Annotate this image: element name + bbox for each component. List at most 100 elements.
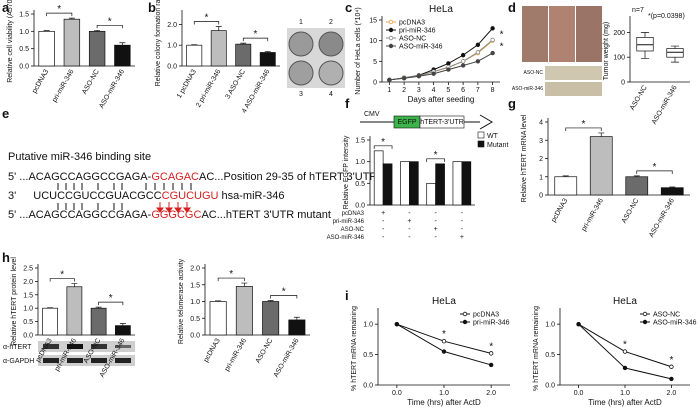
significance-bracket <box>242 37 269 42</box>
condition-sign: - <box>461 210 464 217</box>
y-tick-label: 0.5 <box>19 46 29 53</box>
band <box>67 344 83 349</box>
bar <box>66 286 83 336</box>
bar <box>42 307 58 336</box>
point <box>460 59 466 64</box>
point <box>475 50 481 55</box>
y-tick-label: 0.5 <box>545 352 555 359</box>
condition-name: ASO-miR-346 <box>327 235 365 241</box>
y-axis-label: Relative telomerase activity <box>178 258 185 344</box>
significance-bracket <box>49 278 75 282</box>
panel-letter: d <box>508 0 516 15</box>
legend-label: WT <box>487 133 499 140</box>
legend-label: pri-miR-346 <box>399 28 436 35</box>
end: 3' <box>8 190 16 202</box>
legend-swatch <box>477 131 485 139</box>
bar <box>288 319 306 336</box>
panel-letter: e <box>2 106 9 121</box>
y-tick-label: 2.0 <box>23 279 33 286</box>
significance-mark: * <box>60 270 64 281</box>
point <box>622 365 628 371</box>
error-bar <box>119 42 126 46</box>
significance-mark: * <box>108 16 112 27</box>
whisker-bottom <box>640 51 650 59</box>
bar <box>426 182 436 206</box>
x-axis-label: Time (hrs) after ActD <box>588 398 662 407</box>
panel-letter: f <box>345 96 350 111</box>
x-tick-label: ASO-NC <box>81 69 101 96</box>
error-bar <box>293 316 300 320</box>
blot-strip <box>38 341 135 352</box>
y-tick-label: 0 <box>539 193 543 200</box>
y-axis-label: Relative hTERT mRNA level <box>521 114 528 202</box>
x-tick-label: ASO-miR-346 <box>98 68 126 109</box>
point <box>576 321 581 327</box>
vector-arrow <box>479 114 493 130</box>
y-axis-label: Relative colony formation rate <box>155 0 162 86</box>
legend-marker <box>388 19 394 25</box>
point <box>446 67 451 72</box>
x-tick-label: 1 <box>387 87 391 94</box>
legend-label: pcDNA3 <box>473 312 499 319</box>
sequence-panel: e Putative miR-346 binding site 5' ...AC… <box>2 106 377 221</box>
utr-box <box>419 115 465 129</box>
y-tick-label: 1.0 <box>23 306 33 313</box>
band <box>115 345 131 348</box>
significance-mark: * <box>442 329 446 340</box>
pairing-marks <box>57 183 192 210</box>
point <box>490 37 495 43</box>
condition-sign: + <box>434 226 438 233</box>
y-tick-label: 1.5 <box>19 12 29 19</box>
condition-name: ASO-NC <box>341 227 365 233</box>
x-tick-label: 0.0 <box>392 390 402 397</box>
point <box>488 351 494 356</box>
series-line <box>389 52 493 81</box>
sequence-row: 3' UCUCCGUCCGUACGCCCGUCUGU hsa-miR-346 <box>8 190 285 202</box>
bar <box>461 161 472 206</box>
condition-sign: - <box>382 234 385 241</box>
error-bar <box>215 26 222 31</box>
y-tick-label: 1.0 <box>545 322 555 329</box>
significance-mark: * <box>669 355 673 366</box>
significance-mark: * <box>381 137 385 148</box>
point <box>669 376 674 382</box>
x-tick-label: 1 pcDNA3 <box>176 68 198 99</box>
legend-label: pcDNA3 <box>399 20 425 27</box>
dish-label: 2 <box>329 19 333 26</box>
chart-title: HeLa <box>432 296 456 307</box>
seq: UCUCCGUCCGUACGCC <box>33 190 161 202</box>
x-tick-label: 0.0 <box>574 390 584 397</box>
bar <box>88 30 106 67</box>
dish <box>318 31 344 57</box>
x-tick-label: pri-miR-346 <box>581 197 605 232</box>
x-axis-label: Days after seeding <box>408 95 475 104</box>
condition-sign: - <box>408 210 411 217</box>
dish-label: 4 <box>329 91 333 98</box>
y-tick-label: 0.5 <box>190 316 200 323</box>
bar <box>400 161 410 206</box>
legend-marker <box>388 43 394 49</box>
x-tick-label: 2 <box>402 87 406 94</box>
x-tick-label: 2.0 <box>486 390 496 397</box>
promoter-label: CMV <box>364 111 380 118</box>
legend-marker <box>462 311 468 317</box>
mutation-arrows <box>156 202 191 213</box>
significance-bracket <box>96 24 123 29</box>
point <box>460 63 466 68</box>
point <box>416 74 422 79</box>
significance-mark: * <box>282 286 286 297</box>
y-axis-label: Number of HeLa cells (*10⁴) <box>355 7 362 94</box>
y-tick-label: 3 <box>539 138 543 145</box>
legend-marker <box>388 27 394 33</box>
whisker-top <box>640 32 650 38</box>
photo <box>549 6 575 62</box>
significance-bracket <box>270 295 298 299</box>
legend-marker <box>388 35 394 41</box>
y-axis-label: % hTERT mRNA remaining <box>533 306 540 391</box>
error-bar <box>267 300 274 302</box>
condition-sign: - <box>461 226 464 233</box>
y-tick-label: 0.5 <box>363 352 373 359</box>
significance-bracket <box>426 158 445 162</box>
panel-letter: i <box>345 288 349 303</box>
construct-diagram: CMV EGFP hTERT-3'UTR <box>360 111 493 130</box>
